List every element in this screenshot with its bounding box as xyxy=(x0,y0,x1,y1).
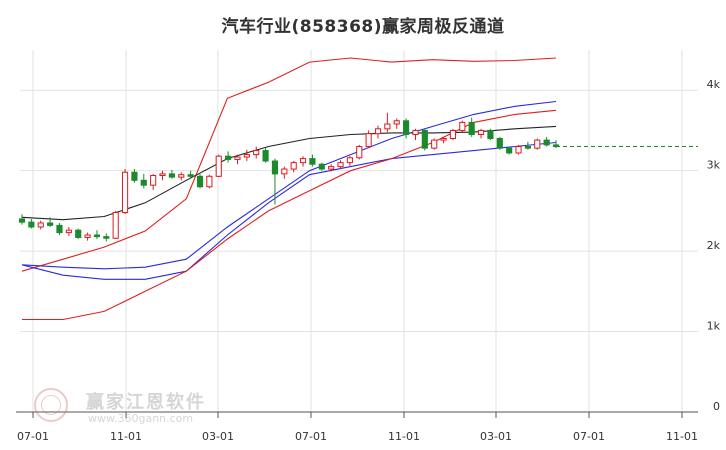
candle-up xyxy=(150,174,157,186)
x-tick-label: 03-01 xyxy=(202,430,234,443)
candle-down xyxy=(28,221,35,228)
candle-down xyxy=(506,147,513,154)
candle-up xyxy=(215,155,222,177)
candle-up xyxy=(290,162,297,170)
x-tick-label: 07-01 xyxy=(573,430,605,443)
y-tick-label: 0 xyxy=(713,400,720,413)
x-tick-label: 11-01 xyxy=(666,430,698,443)
channel-bands xyxy=(21,57,698,321)
inner-band-line xyxy=(21,141,557,280)
axes: 0 1k 2k 3k 4k 07-01 11-01 03-01 07-01 11-01 03-01 0… xyxy=(16,78,721,443)
candle-down xyxy=(543,139,550,146)
candle-up xyxy=(178,174,185,178)
candle-down xyxy=(309,158,316,165)
candle-up xyxy=(459,121,466,131)
grid xyxy=(20,50,698,412)
candle-down xyxy=(225,155,232,160)
y-tick-label: 1k xyxy=(707,320,721,333)
candle-up xyxy=(65,229,72,234)
candle-up xyxy=(84,234,91,238)
candle-down xyxy=(262,150,269,162)
candle-up xyxy=(374,128,382,135)
candle-up xyxy=(356,146,363,159)
candle-up xyxy=(328,166,335,170)
candle-up xyxy=(431,139,438,149)
x-tick-label: 11-01 xyxy=(388,430,420,443)
candle-up xyxy=(234,156,241,160)
candle-down xyxy=(487,129,494,139)
candle-down xyxy=(93,234,101,238)
candlesticks xyxy=(18,112,560,242)
candle-up xyxy=(37,222,44,228)
candle-down xyxy=(421,129,428,149)
candle-down xyxy=(131,171,138,181)
outer-band-line xyxy=(21,57,557,272)
middle-line xyxy=(21,125,557,221)
candle-down xyxy=(468,121,475,135)
candle-down xyxy=(318,163,325,170)
candle-down xyxy=(168,173,175,178)
x-tick-label: 11-01 xyxy=(110,430,142,443)
watermark-url: www.360gann.com xyxy=(88,412,194,425)
candle-down xyxy=(552,144,560,148)
candle-up xyxy=(299,158,307,164)
candle-up xyxy=(449,129,457,139)
candle-up xyxy=(365,133,372,148)
x-tick-label: 07-01 xyxy=(17,430,49,443)
inner-band-line xyxy=(21,100,557,270)
y-tick-label: 4k xyxy=(707,78,721,91)
watermark-name: 赢家江恩软件 xyxy=(86,392,206,413)
candle-up xyxy=(243,154,250,158)
candle-down xyxy=(196,175,204,188)
candle-down xyxy=(18,218,26,223)
candle-down xyxy=(75,229,82,238)
y-tick-label: 2k xyxy=(707,239,721,252)
candle-up xyxy=(393,120,400,125)
candle-down xyxy=(103,236,110,239)
candle-down xyxy=(524,146,531,149)
candle-up xyxy=(281,168,288,175)
candle-up xyxy=(112,211,119,239)
chart-title: 汽车行业(858368)赢家周极反通道 xyxy=(221,17,505,37)
candle-down xyxy=(271,160,279,175)
candle-up xyxy=(121,171,129,213)
candle-up xyxy=(440,137,447,141)
watermark: 赢家江恩软件 www.360gann.com xyxy=(34,386,264,426)
candle-down xyxy=(187,174,194,177)
x-tick-label: 07-01 xyxy=(295,430,327,443)
outer-band-line xyxy=(22,109,557,321)
watermark-seal-icon xyxy=(34,388,68,422)
candle-up xyxy=(534,139,541,149)
candle-up xyxy=(346,157,353,164)
y-tick-label: 3k xyxy=(707,159,721,172)
candle-up xyxy=(515,146,522,154)
candle-up xyxy=(384,123,391,130)
candle-down xyxy=(496,137,503,149)
candle-up xyxy=(477,129,485,135)
candle-up xyxy=(206,175,213,188)
x-tick-label: 03-01 xyxy=(480,430,512,443)
candle-up xyxy=(159,173,166,176)
candle-down xyxy=(403,120,410,135)
candle-up xyxy=(337,162,344,168)
candle-down xyxy=(47,222,54,226)
candle-down xyxy=(56,224,63,234)
candle-up xyxy=(253,150,260,156)
candle-down xyxy=(140,179,147,186)
candle-up xyxy=(412,129,419,135)
